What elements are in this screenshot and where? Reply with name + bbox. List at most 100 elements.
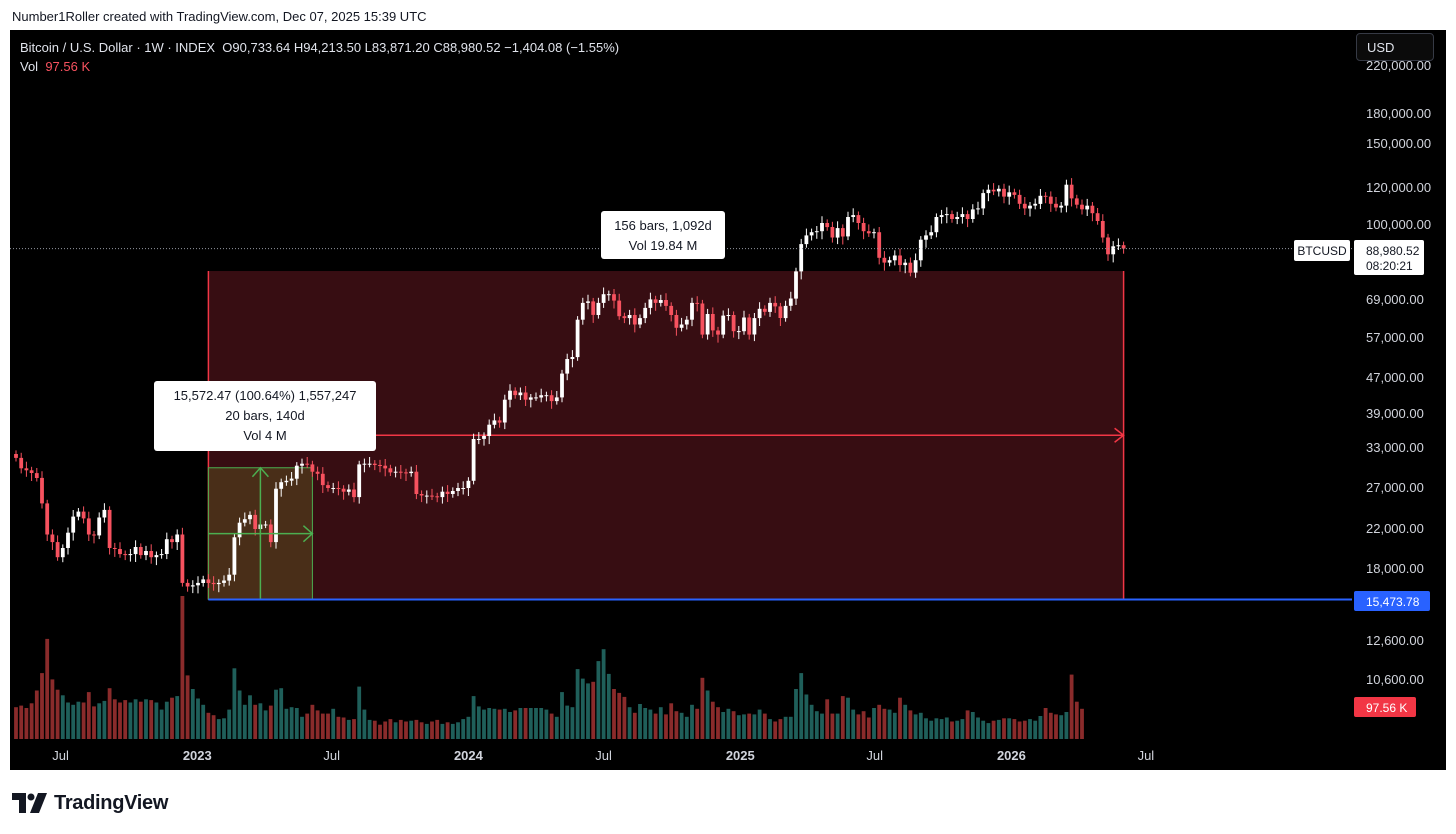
range-arrow-head <box>1114 427 1125 443</box>
volume-bar <box>471 696 476 739</box>
candle-body <box>700 303 705 335</box>
ohlc-values: O90,733.64 H94,213.50 L83,871.20 C88,980… <box>222 40 620 55</box>
candle-body <box>1069 184 1074 199</box>
volume-bar <box>409 720 414 739</box>
volume-bar <box>747 713 752 739</box>
candle-body <box>820 223 824 232</box>
candle-body <box>690 302 694 320</box>
volume-bar <box>123 700 128 739</box>
volume-bar <box>258 703 263 740</box>
candle-body <box>211 582 216 585</box>
candle-body <box>1095 213 1100 221</box>
volume-bar <box>1054 714 1058 739</box>
candle-body <box>440 491 445 498</box>
candle-body <box>263 524 268 526</box>
price-tick-label: 12,600.00 <box>1366 633 1424 648</box>
volume-bar <box>274 689 278 739</box>
volume-bar <box>976 717 980 739</box>
volume-bar <box>866 717 871 739</box>
volume-legend-label: Vol <box>20 59 39 74</box>
volume-bar <box>1022 720 1027 739</box>
time-tick-year: 2025 <box>726 748 755 763</box>
volume-bar <box>991 720 996 739</box>
volume-bar <box>315 710 320 739</box>
candle-body <box>539 395 544 398</box>
volume-bar <box>29 703 34 740</box>
price-chart[interactable]: 220,000.00 180,000.00 150,000.00 120,000.00… <box>10 30 1446 770</box>
candle-body <box>242 519 247 523</box>
candle-body <box>206 579 211 583</box>
price-tick-label: 69,000.00 <box>1366 292 1424 307</box>
candle-body <box>996 188 1001 192</box>
volume-bar <box>508 712 512 739</box>
volume-bar <box>1033 720 1038 739</box>
candle-body <box>674 315 679 328</box>
volume-bar <box>466 716 471 739</box>
time-tick-month: Jul <box>323 748 340 763</box>
time-axis-bg <box>10 739 1446 770</box>
candle-body <box>695 302 700 304</box>
currency-button[interactable]: USD <box>1356 33 1434 61</box>
candle-body <box>419 494 424 496</box>
volume-bar <box>424 723 429 739</box>
volume-badge-bg <box>1354 697 1416 717</box>
volume-bar <box>190 689 195 739</box>
candle-body <box>903 262 908 266</box>
volume-bar <box>60 695 65 739</box>
volume-bar <box>601 649 606 739</box>
symbol-title[interactable]: Bitcoin / U.S. Dollar · 1W · INDEX <box>20 40 216 55</box>
volume-bar <box>211 715 216 739</box>
candle-body <box>768 302 772 312</box>
candle-body <box>97 517 102 536</box>
time-tick-month: Jul <box>52 748 69 763</box>
price-tick-label: 220,000.00 <box>1366 58 1431 73</box>
volume-bar <box>700 677 705 739</box>
candle-body <box>14 454 18 458</box>
tradingview-logo[interactable]: TradingView <box>12 790 168 816</box>
volume-bar <box>877 704 882 739</box>
volume-bar <box>544 709 549 739</box>
candle-body <box>929 232 934 236</box>
candle-body <box>24 468 29 471</box>
candle-body <box>92 534 96 536</box>
candle-body <box>222 580 226 583</box>
candle-body <box>81 511 86 519</box>
volume-bar <box>674 711 679 739</box>
candle-body <box>752 318 757 335</box>
volume-bar <box>955 720 960 739</box>
candle-body <box>887 260 892 263</box>
tradingview-logo-icon <box>12 793 47 813</box>
candle-body <box>586 301 590 303</box>
volume-bar <box>393 722 398 739</box>
candle-body <box>783 305 788 319</box>
volume-bar <box>534 708 538 739</box>
candle-body <box>981 193 986 209</box>
candle-body <box>159 554 164 556</box>
time-tick-year: 2024 <box>454 748 484 763</box>
candle-body <box>846 217 850 237</box>
chart-credit: Number1Roller created with TradingView.c… <box>12 9 427 24</box>
volume-bar <box>554 716 559 739</box>
candle-body <box>482 436 486 439</box>
volume-bar <box>50 679 55 739</box>
symbol-tag-bg <box>1294 240 1350 261</box>
candle-body <box>180 534 185 583</box>
candle-body <box>513 390 518 396</box>
candle-body <box>388 468 393 473</box>
candle-body <box>34 473 39 478</box>
chart-panel[interactable]: 220,000.00 180,000.00 150,000.00 120,000.00… <box>10 30 1446 770</box>
candle-body <box>170 539 174 543</box>
volume-bar <box>788 716 793 739</box>
time-axis[interactable]: Jul 2023 Jul 2024 Jul 2025 Jul 2026 Jul <box>52 748 1154 763</box>
volume-bar <box>128 702 133 739</box>
volume-legend-value: 97.56 K <box>45 59 91 74</box>
candle-body <box>632 315 637 325</box>
volume-bar <box>362 709 367 739</box>
price-axis[interactable]: 220,000.00 180,000.00 150,000.00 120,000.00… <box>1366 58 1431 687</box>
volume-bar <box>440 723 445 739</box>
volume-bar <box>196 698 200 739</box>
volume-bar <box>632 712 637 739</box>
volume-bar <box>378 724 382 739</box>
candle-body <box>445 491 450 494</box>
volume-bar <box>929 720 934 739</box>
